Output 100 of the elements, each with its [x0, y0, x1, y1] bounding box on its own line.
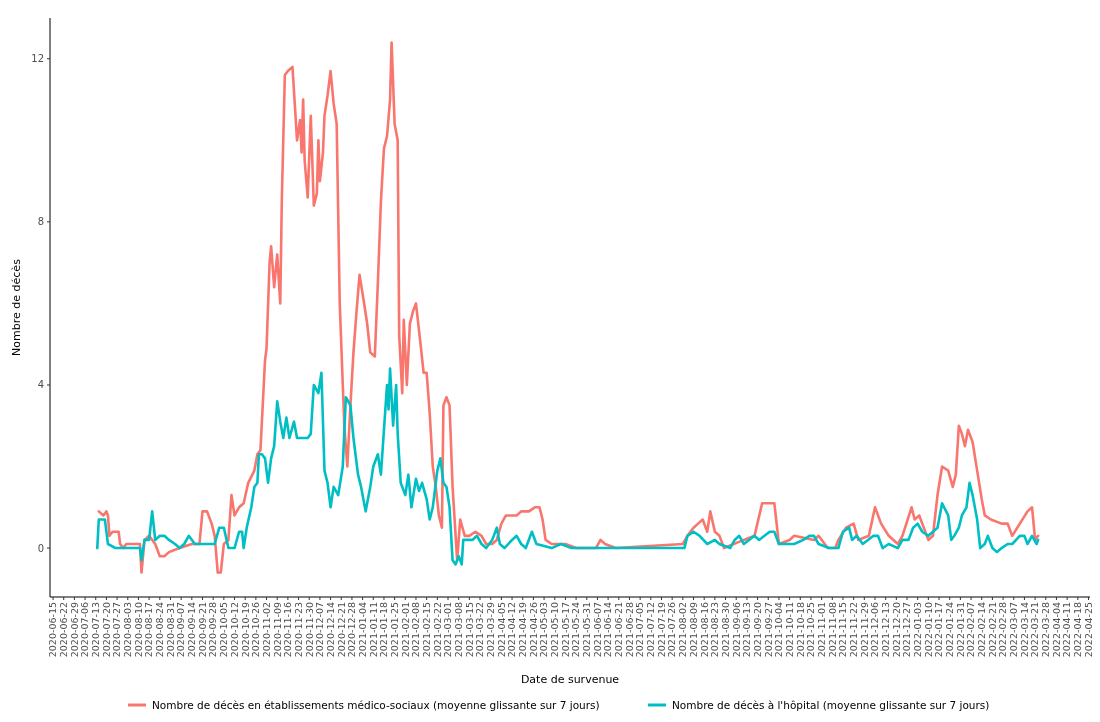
x-tick-label: 2020-10-12: [228, 602, 240, 658]
x-tick-label: 2022-03-07: [1008, 602, 1020, 658]
x-tick-label: 2020-11-23: [292, 602, 304, 658]
x-tick-label: 2020-12-28: [346, 602, 358, 658]
x-tick-label: 2020-10-05: [218, 602, 230, 658]
x-tick-label: 2022-01-03: [912, 602, 924, 658]
x-tick-label: 2020-11-30: [303, 602, 315, 658]
x-tick-label: 2020-10-19: [239, 602, 251, 658]
x-axis-title: Date de survenue: [520, 673, 620, 686]
x-tick-label: 2022-04-04: [1050, 602, 1062, 658]
x-tick-label: 2021-12-27: [901, 602, 913, 658]
x-tick-label: 2022-01-24: [944, 602, 956, 658]
x-tick-label: 2020-07-27: [111, 602, 123, 658]
x-tick-label: 2021-02-15: [420, 602, 432, 658]
x-tick-label: 2021-09-27: [762, 602, 774, 658]
x-tick-label: 2022-03-28: [1040, 602, 1052, 658]
x-tick-label: 2020-11-09: [271, 602, 283, 658]
x-tick-label: 2020-12-07: [314, 602, 326, 658]
x-tick-label: 2021-08-09: [687, 602, 699, 658]
x-tick-label: 2022-03-14: [1018, 602, 1030, 658]
x-tick-label: 2021-12-20: [890, 602, 902, 658]
x-tick-label: 2021-01-11: [367, 602, 379, 658]
x-tick-label: 2021-11-29: [858, 602, 870, 658]
x-tick-label: 2020-08-10: [132, 602, 144, 658]
x-tick-label: 2021-08-30: [719, 602, 731, 658]
x-tick-label: 2021-06-07: [591, 602, 603, 658]
x-tick-label: 2021-09-20: [751, 602, 763, 658]
x-tick-label: 2021-02-08: [410, 602, 422, 658]
x-tick-label: 2021-08-16: [698, 602, 710, 658]
x-tick-label: 2021-11-08: [826, 602, 838, 658]
x-tick-label: 2021-10-11: [783, 602, 795, 658]
x-tick-label: 2020-06-22: [58, 602, 70, 658]
y-tick-label: 0: [37, 542, 44, 554]
x-tick-label: 2020-09-21: [196, 602, 208, 658]
x-tick-label: 2020-08-03: [122, 602, 134, 658]
x-tick-label: 2020-12-21: [335, 602, 347, 658]
x-tick-label: 2022-02-07: [965, 602, 977, 658]
x-tick-label: 2021-03-29: [485, 602, 497, 658]
x-tick-label: 2022-01-10: [922, 602, 934, 658]
x-tick-label: 2021-06-21: [613, 602, 625, 658]
x-tick-label: 2021-02-22: [431, 602, 443, 658]
x-tick-label: 2021-01-04: [356, 602, 368, 658]
x-tick-label: 2021-03-22: [474, 602, 486, 658]
x-tick-label: 2022-02-21: [986, 602, 998, 658]
legend-label: Nombre de décès en établissements médico-sociaux (moyenne glissante sur 7 jours): [152, 698, 600, 711]
x-tick-label: 2021-08-02: [677, 602, 689, 658]
x-tick-label: 2022-04-25: [1082, 602, 1094, 658]
x-tick-label: 2021-11-15: [837, 602, 849, 658]
x-tick-label: 2020-07-13: [90, 602, 102, 658]
x-tick-label: 2020-06-15: [47, 602, 59, 658]
x-tick-label: 2021-09-13: [741, 602, 753, 658]
x-tick-label: 2022-02-14: [976, 602, 988, 658]
x-tick-label: 2020-07-06: [79, 602, 91, 658]
x-tick-label: 2021-05-31: [581, 602, 593, 658]
x-tick-label: 2020-11-02: [260, 602, 272, 658]
x-tick-label: 2021-10-18: [794, 602, 806, 658]
x-tick-label: 2021-10-04: [773, 602, 785, 658]
x-tick-label: 2021-04-05: [495, 602, 507, 658]
x-tick-label: 2021-04-19: [517, 602, 529, 658]
x-tick-label: 2020-10-26: [250, 602, 262, 658]
x-tick-label: 2022-01-31: [954, 602, 966, 658]
x-tick-label: 2021-07-12: [645, 602, 657, 658]
x-tick-label: 2021-07-26: [666, 602, 678, 658]
x-tick-label: 2021-04-26: [527, 602, 539, 658]
x-tick-label: 2021-02-01: [399, 602, 411, 658]
x-tick-label: 2020-08-24: [154, 602, 166, 658]
x-tick-label: 2022-02-28: [997, 602, 1009, 658]
x-tick-label: 2020-11-16: [282, 602, 294, 658]
x-tick-label: 2021-12-13: [879, 602, 891, 658]
x-tick-label: 2020-09-28: [207, 602, 219, 658]
line-series: [97, 41, 1040, 574]
x-tick-label: 2021-06-14: [602, 602, 614, 658]
x-tick-label: 2022-04-18: [1072, 602, 1084, 658]
x-tick-label: 2022-04-11: [1061, 602, 1073, 658]
x-tick-label: 2021-03-01: [442, 602, 454, 658]
x-tick-label: 2021-05-17: [559, 602, 571, 658]
x-tick-label: 2021-03-08: [453, 602, 465, 658]
x-tick-label: 2021-07-19: [655, 602, 667, 658]
x-tick-label: 2021-07-05: [634, 602, 646, 658]
y-tick-label: 8: [37, 216, 44, 228]
x-tick-label: 2020-08-17: [143, 602, 155, 658]
x-tick-label: 2020-06-29: [68, 602, 80, 658]
x-tick-label: 2021-05-03: [538, 602, 550, 658]
x-tick-label: 2020-07-20: [100, 602, 112, 658]
x-tick-label: 2021-01-25: [388, 602, 400, 658]
x-tick-label: 2021-04-12: [506, 602, 518, 658]
x-tick-label: 2021-05-24: [570, 602, 582, 658]
x-tick-label: 2020-12-14: [324, 602, 336, 658]
x-tick-label: 2021-01-18: [378, 602, 390, 658]
x-tick-label: 2022-01-17: [933, 602, 945, 658]
x-tick-label: 2020-08-31: [164, 602, 176, 658]
x-tick-label: 2021-05-10: [549, 602, 561, 658]
x-tick-label: 2021-03-15: [463, 602, 475, 658]
x-tick-label: 2021-11-22: [847, 602, 859, 658]
x-tick-label: 2020-09-14: [186, 602, 198, 658]
y-tick-label: 12: [31, 53, 44, 65]
y-tick-label: 4: [37, 379, 44, 391]
x-tick-label: 2020-09-07: [175, 602, 187, 658]
x-tick-label: 2021-08-23: [709, 602, 721, 658]
x-tick-label: 2021-06-28: [623, 602, 635, 658]
